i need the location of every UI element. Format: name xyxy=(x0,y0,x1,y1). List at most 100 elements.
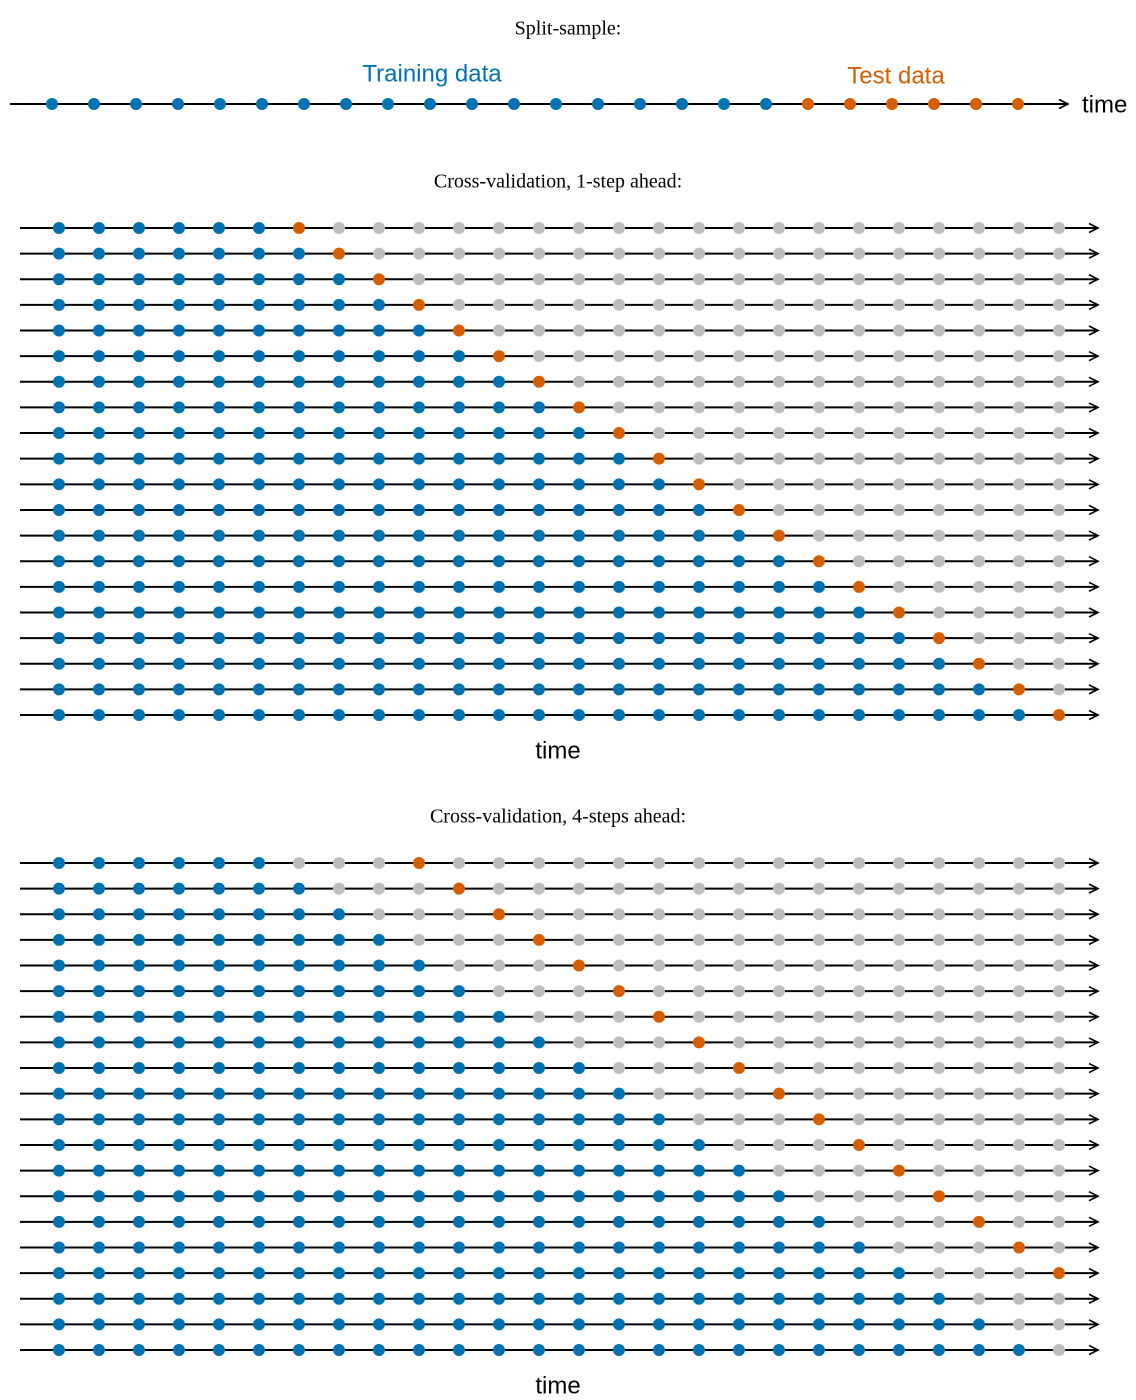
data-point xyxy=(573,1318,585,1331)
data-point xyxy=(933,273,945,286)
data-point xyxy=(533,1138,545,1151)
data-point xyxy=(413,324,425,337)
data-point xyxy=(213,1138,225,1151)
data-point xyxy=(653,985,665,998)
data-point xyxy=(973,857,985,869)
data-point xyxy=(333,580,345,593)
data-point xyxy=(253,1318,265,1331)
arrow-head xyxy=(1088,274,1100,285)
data-point xyxy=(573,1215,585,1228)
arrow-head xyxy=(1088,453,1100,464)
data-point xyxy=(773,452,785,465)
data-point xyxy=(773,959,785,972)
data-point xyxy=(573,908,585,921)
data-point xyxy=(333,350,345,363)
data-point xyxy=(293,709,305,721)
data-point xyxy=(573,401,585,414)
arrow-head xyxy=(1088,222,1100,234)
data-point xyxy=(773,427,785,440)
data-point xyxy=(93,1113,105,1126)
data-point xyxy=(853,1036,865,1049)
data-point xyxy=(333,908,345,921)
data-point xyxy=(613,503,625,516)
data-point xyxy=(1053,1113,1065,1126)
data-point xyxy=(613,375,625,388)
data-point xyxy=(533,959,545,972)
data-point xyxy=(693,503,705,516)
data-point xyxy=(1053,222,1065,234)
data-point xyxy=(373,632,385,645)
data-point xyxy=(653,580,665,593)
data-point xyxy=(453,1267,465,1280)
arrow-head xyxy=(1088,985,1100,997)
data-point xyxy=(1013,1190,1025,1203)
data-point xyxy=(333,985,345,998)
data-point xyxy=(253,1241,265,1254)
data-point xyxy=(973,1190,985,1203)
data-point xyxy=(773,606,785,619)
data-point xyxy=(693,657,705,670)
data-point xyxy=(733,222,745,234)
data-point xyxy=(1053,1138,1065,1151)
data-point xyxy=(773,709,785,721)
data-point xyxy=(46,98,58,110)
data-point xyxy=(813,1062,825,1075)
data-point xyxy=(773,985,785,998)
data-point xyxy=(93,1062,105,1075)
data-point xyxy=(173,1138,185,1151)
data-point xyxy=(253,222,265,234)
data-point xyxy=(893,350,905,363)
data-point xyxy=(213,555,225,568)
data-point xyxy=(893,1164,905,1177)
data-point xyxy=(613,1036,625,1049)
data-point xyxy=(653,350,665,363)
data-point xyxy=(973,1215,985,1228)
data-point xyxy=(1013,857,1025,869)
data-point xyxy=(933,1190,945,1203)
data-point xyxy=(213,401,225,414)
data-point xyxy=(453,401,465,414)
data-point xyxy=(333,1113,345,1126)
arrow-head xyxy=(1088,1293,1100,1304)
data-point xyxy=(413,1113,425,1126)
test-label: Test data xyxy=(847,62,945,89)
data-point xyxy=(1053,298,1065,311)
data-point xyxy=(853,375,865,388)
data-point xyxy=(613,1138,625,1151)
data-point xyxy=(453,478,465,491)
data-point xyxy=(373,401,385,414)
data-point xyxy=(298,98,310,110)
data-point xyxy=(133,580,145,593)
data-point xyxy=(173,452,185,465)
data-point xyxy=(453,1010,465,1023)
data-point xyxy=(1013,1215,1025,1228)
data-point xyxy=(493,959,505,972)
data-point xyxy=(653,273,665,286)
data-point xyxy=(333,273,345,286)
arrow-head xyxy=(1088,1344,1100,1356)
data-point xyxy=(573,657,585,670)
data-point xyxy=(933,985,945,998)
data-point xyxy=(173,959,185,972)
data-point xyxy=(933,1292,945,1305)
data-point xyxy=(853,1241,865,1254)
data-point xyxy=(453,1113,465,1126)
data-point xyxy=(53,985,65,998)
data-point xyxy=(453,529,465,542)
data-point xyxy=(773,1087,785,1100)
data-point xyxy=(293,478,305,491)
data-point xyxy=(533,1113,545,1126)
data-point xyxy=(933,606,945,619)
data-point xyxy=(693,350,705,363)
data-point xyxy=(676,98,688,110)
data-point xyxy=(373,882,385,895)
data-point xyxy=(133,933,145,946)
data-point xyxy=(293,529,305,542)
arrow-head xyxy=(1088,555,1100,567)
data-point xyxy=(613,1164,625,1177)
data-point xyxy=(173,298,185,311)
data-point xyxy=(592,98,604,110)
data-point xyxy=(293,857,305,869)
data-point xyxy=(973,273,985,286)
data-point xyxy=(893,1241,905,1254)
